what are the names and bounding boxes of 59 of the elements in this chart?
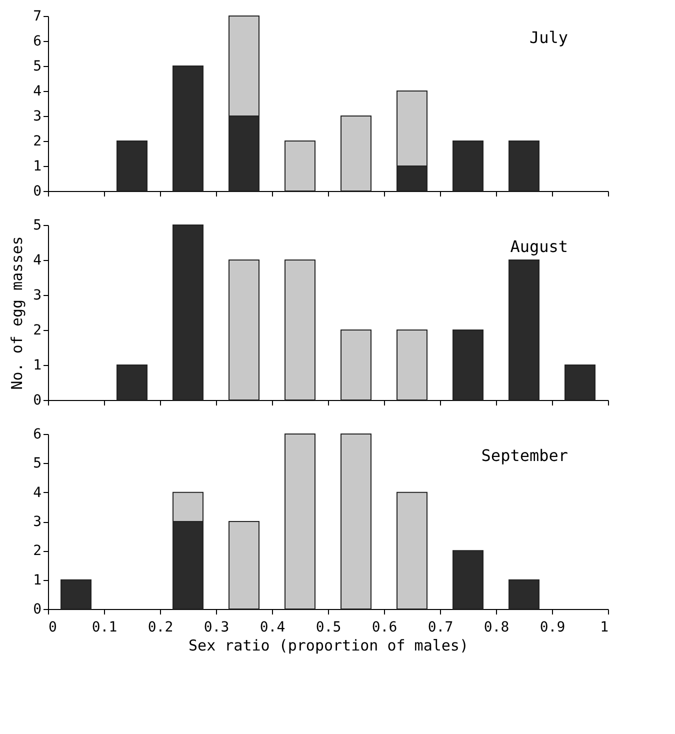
- annotation: August: [510, 237, 568, 256]
- bar: [116, 140, 148, 192]
- bar: [508, 140, 540, 192]
- y-tick-label: 4: [33, 484, 42, 501]
- bar: [60, 579, 92, 610]
- x-tick-label: 0.7: [428, 620, 454, 636]
- bar: [340, 116, 372, 192]
- bar: [228, 521, 260, 610]
- x-tick-label: 0.3: [204, 620, 230, 636]
- x-tick-label: 0.6: [372, 620, 398, 636]
- bar: [172, 66, 204, 192]
- y-tick-label: 5: [33, 58, 42, 74]
- y-tick-label: 5: [33, 456, 42, 472]
- bar: [284, 434, 316, 610]
- bar: [396, 492, 428, 610]
- bar: [564, 364, 596, 400]
- bar: [340, 330, 372, 400]
- bar: [396, 330, 428, 400]
- y-tick-label: 0: [33, 602, 42, 618]
- y-axis-title: No. of egg masses: [8, 236, 26, 390]
- y-tick-label: 2: [33, 134, 42, 150]
- bar: [116, 364, 148, 400]
- y-tick-label: 0: [33, 392, 42, 408]
- x-tick-label: 1: [600, 620, 608, 636]
- y-tick-label: 1: [33, 158, 42, 174]
- annotation: July: [529, 28, 568, 47]
- y-tick-label: 1: [33, 358, 42, 374]
- bar: [452, 330, 484, 400]
- y-tick-label: 6: [33, 426, 42, 442]
- x-tick-label: 0.5: [316, 620, 342, 636]
- bar: [340, 434, 372, 610]
- bar: [172, 224, 204, 400]
- y-tick-label: 2: [33, 543, 42, 560]
- y-tick-label: 0: [33, 184, 42, 200]
- bar: [508, 579, 540, 610]
- bar: [452, 550, 484, 610]
- y-tick-label: 3: [33, 288, 42, 304]
- y-tick-label: 4: [33, 252, 42, 268]
- bar: [508, 260, 540, 400]
- bar: [284, 140, 316, 192]
- bar: [228, 260, 260, 400]
- bar: [284, 260, 316, 400]
- y-tick-label: 3: [33, 514, 42, 530]
- x-tick-label: 0: [48, 620, 57, 636]
- x-tick-label: 0.4: [260, 620, 286, 636]
- x-axis-title: Sex ratio (proportion of males): [188, 636, 468, 654]
- y-tick-label: 2: [33, 322, 42, 338]
- y-tick-label: 4: [33, 84, 42, 100]
- y-tick-label: 3: [33, 108, 42, 124]
- x-tick-label: 0.9: [540, 620, 566, 636]
- y-tick-label: 7: [33, 8, 42, 24]
- x-tick-label: 0.8: [484, 620, 510, 636]
- x-tick-label: 0.2: [148, 620, 174, 636]
- annotation: September: [481, 446, 568, 465]
- y-tick-label: 5: [33, 218, 42, 234]
- bar: [452, 140, 484, 192]
- x-tick-label: 0.1: [92, 620, 118, 636]
- y-tick-label: 1: [33, 572, 42, 588]
- y-tick-label: 6: [33, 34, 42, 50]
